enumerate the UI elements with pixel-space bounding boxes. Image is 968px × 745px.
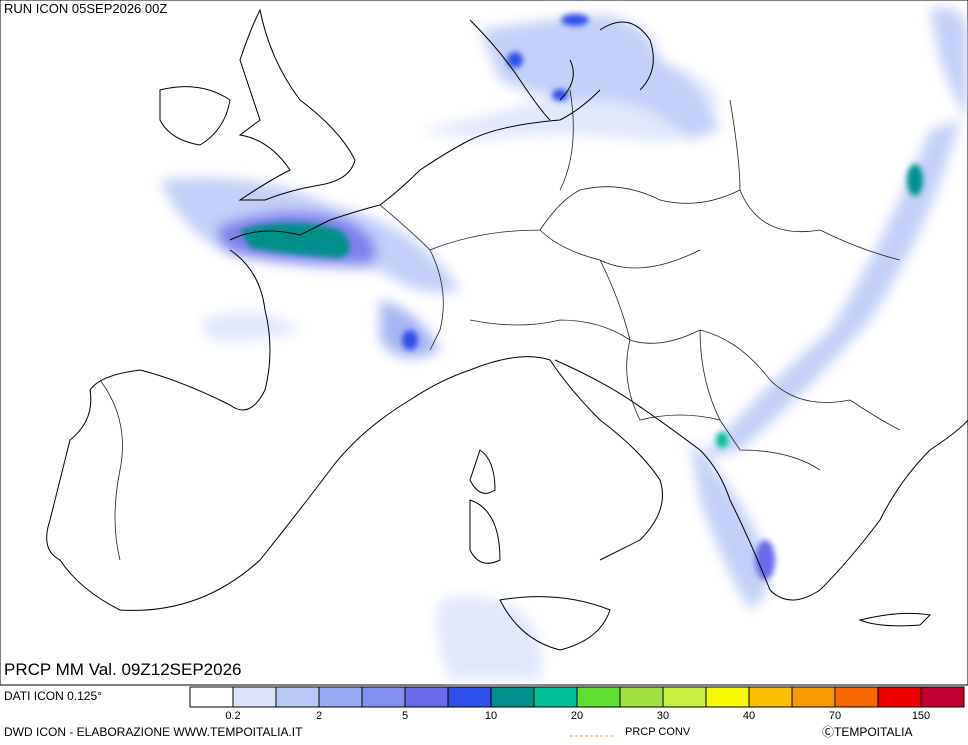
scale-label: 30 xyxy=(657,710,669,722)
color-box xyxy=(791,686,836,708)
scale-label: 0.2 xyxy=(225,710,240,722)
color-box xyxy=(232,686,277,708)
color-box xyxy=(318,686,363,708)
run-title: RUN ICON 05SEP2026 00Z xyxy=(4,1,167,16)
color-box xyxy=(662,686,707,708)
scale-label: 2 xyxy=(316,710,322,722)
map-frame xyxy=(0,0,968,686)
data-source: DATI ICON 0.125° xyxy=(4,689,102,703)
color-box xyxy=(490,686,535,708)
scale-label: 70 xyxy=(829,710,841,722)
color-box xyxy=(275,686,320,708)
scale-label: 150 xyxy=(912,710,930,722)
color-box xyxy=(877,686,922,708)
credits: DWD ICON - ELABORAZIONE WWW.TEMPOITALIA.… xyxy=(4,725,303,739)
color-box xyxy=(189,686,234,708)
color-box xyxy=(619,686,664,708)
borders xyxy=(99,89,901,561)
colorbar: 0.2 2 5 10 20 30 40 70 150 xyxy=(189,686,965,722)
copyright: ⒸTEMPOITALIA xyxy=(822,725,912,739)
coastlines xyxy=(46,8,968,651)
color-box xyxy=(920,686,965,708)
conv-legend: PRCP CONV xyxy=(625,726,691,738)
color-box xyxy=(361,686,406,708)
scale-label: 5 xyxy=(402,710,408,722)
precipitation xyxy=(160,7,968,680)
color-box xyxy=(748,686,793,708)
color-box xyxy=(576,686,621,708)
scale-label: 40 xyxy=(743,710,755,722)
scale-label: 20 xyxy=(571,710,583,722)
validity-label: PRCP MM Val. 09Z12SEP2026 xyxy=(4,660,242,679)
color-box xyxy=(834,686,879,708)
color-box xyxy=(705,686,750,708)
color-box xyxy=(533,686,578,708)
scale-label: 10 xyxy=(485,710,497,722)
color-box xyxy=(404,686,449,708)
color-box xyxy=(447,686,492,708)
